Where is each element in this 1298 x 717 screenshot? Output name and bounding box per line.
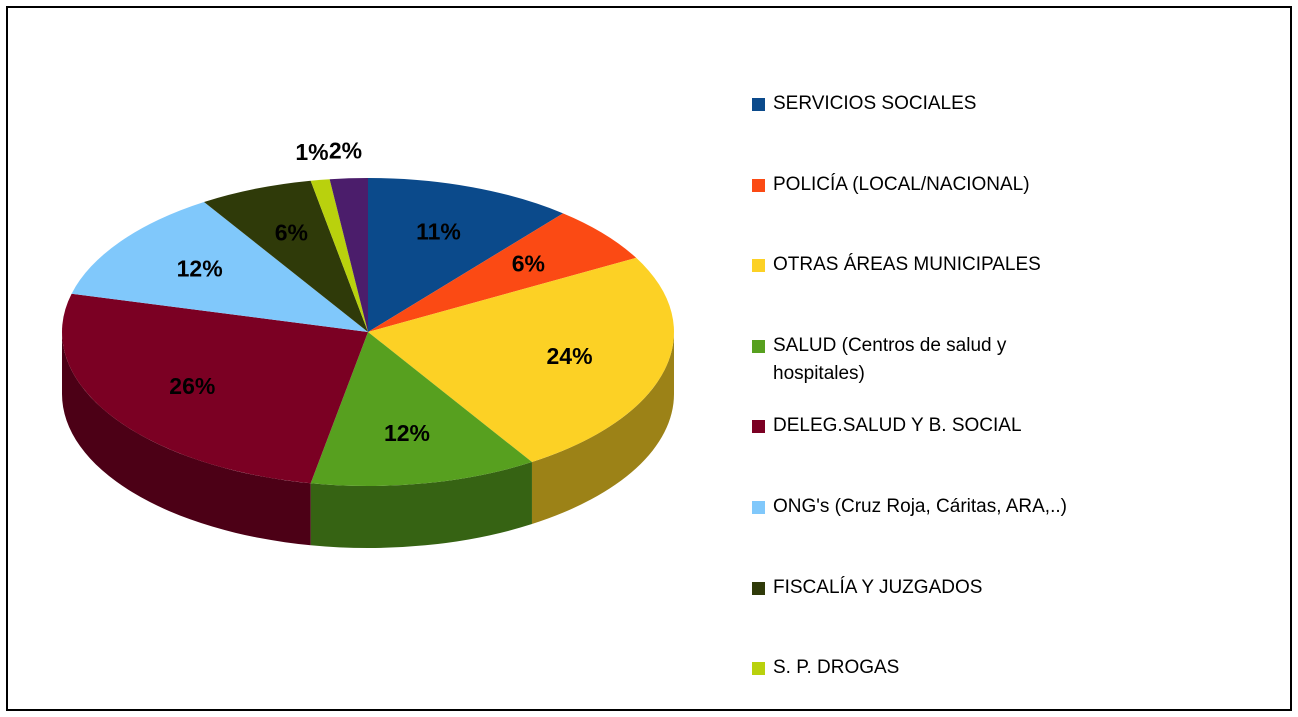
legend-label: S. P. DROGAS [773,657,900,679]
slice [61,293,368,484]
data-label: 24% [547,343,593,369]
legend-swatch [752,98,765,111]
legend-item: SALUD (Centros de salud y hospitales) [752,332,1082,388]
legend-label: SERVICIOS SOCIALES [773,93,977,114]
slice [71,201,368,332]
legend-label: DELEG.SALUD Y B. SOCIAL [773,415,1022,437]
legend-swatch [752,501,765,514]
slice [204,180,368,332]
data-label: 12% [177,256,223,282]
data-label: 12% [384,420,430,446]
legend-item: DELEG.SALUD Y B. SOCIAL [752,412,1082,440]
legend-swatch [752,339,765,353]
slice [310,179,368,332]
legend-label: OTRAS ÁREAS MUNICIPALES [773,254,1041,276]
legend-label: POLICÍA (LOCAL/NACIONAL) [773,173,1030,195]
legend-item: ONG's (Cruz Roja, Cáritas, ARA,..) [752,493,1082,521]
slice [368,178,564,332]
data-label: 1% [295,139,328,165]
slice [310,332,532,487]
legend-swatch [752,420,765,434]
data-label: 6% [512,250,545,276]
legend-label: ONG's (Cruz Roja, Cáritas, ARA,..) [773,496,1067,517]
legend-item: FISCALÍA Y JUZGADOS [752,574,1082,602]
legend-swatch [752,259,765,273]
slice-side [531,332,674,525]
slice [329,178,368,332]
legend-label: FISCALÍA Y JUZGADOS [773,576,983,598]
slice [368,213,637,332]
slice [368,257,674,463]
legend-swatch [752,178,765,192]
data-label: 2% [329,137,362,163]
legend-item: POLICÍA (LOCAL/NACIONAL) [752,171,1082,199]
legend-swatch [752,662,765,676]
legend-item: SERVICIOS SOCIALES [752,90,1082,118]
legend-item: S. P. DROGAS [752,654,1082,682]
slice-side [61,332,311,546]
slice-side [310,462,532,548]
data-label: 6% [275,220,308,246]
data-label: 11% [416,219,461,245]
legend-item: OTRAS ÁREAS MUNICIPALES [752,251,1082,279]
legend-swatch [752,581,765,595]
legend-label: SALUD (Centros de salud y hospitales) [773,334,1007,384]
data-label: 26% [169,373,215,399]
